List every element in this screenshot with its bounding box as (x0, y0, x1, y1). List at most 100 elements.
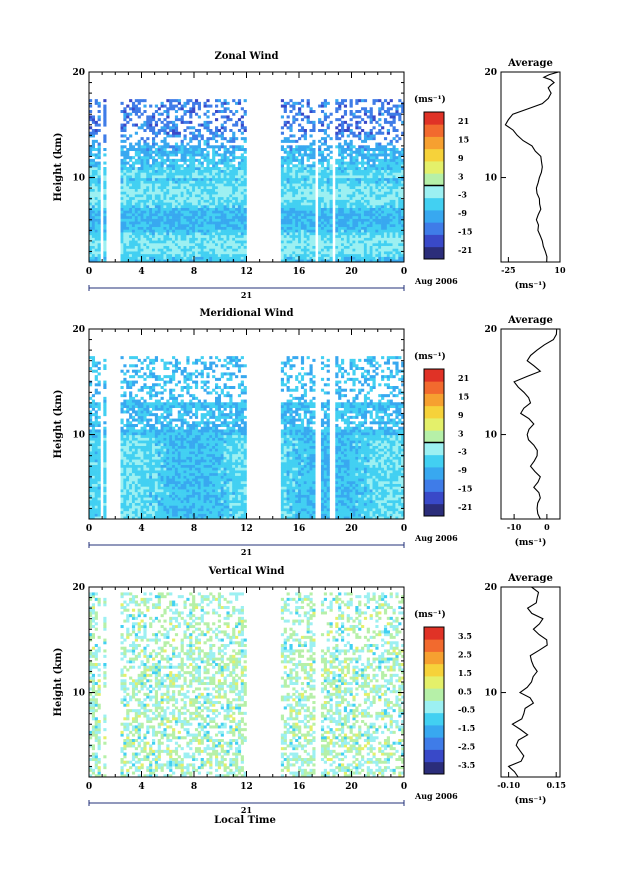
heatmap-cell (232, 186, 236, 190)
heatmap-cell (89, 145, 93, 149)
heatmap-cell (398, 188, 402, 192)
heatmap-cell (355, 232, 359, 236)
heatmap-cell (152, 237, 156, 241)
heatmap-cell (143, 259, 147, 263)
heatmap-cell (103, 386, 107, 390)
heatmap-cell (326, 234, 330, 238)
heatmap-cell (298, 107, 302, 111)
heatmap-cell (146, 253, 150, 257)
heatmap-cell (309, 245, 313, 249)
heatmap-cell (232, 183, 236, 187)
heatmap-cell (174, 234, 179, 238)
heatmap-cell (103, 229, 107, 233)
heatmap-cell (280, 164, 285, 168)
heatmap-cell (186, 213, 190, 217)
heatmap-cell (131, 429, 136, 433)
heatmap-cell (240, 175, 244, 179)
heatmap-cell (209, 186, 213, 190)
y-axis-label: Height (km) (53, 133, 64, 202)
heatmap-cell (229, 226, 233, 230)
heatmap-cell (91, 407, 96, 411)
heatmap-cell (194, 101, 199, 105)
heatmap-cell (346, 180, 350, 184)
heatmap-cell (97, 188, 101, 192)
heatmap-cell (137, 232, 141, 236)
heatmap-cell (126, 224, 130, 228)
heatmap-cell (194, 248, 199, 252)
heatmap-cell (120, 491, 124, 495)
heatmap-cell (329, 167, 333, 171)
heatmap-cell (280, 199, 285, 203)
heatmap-cell (366, 215, 370, 219)
heatmap-cell (212, 245, 216, 249)
heatmap-cell (341, 245, 345, 249)
heatmap-cell (166, 240, 170, 244)
heatmap-cell (200, 134, 204, 138)
heatmap-cell (343, 164, 348, 168)
heatmap-cell (343, 243, 348, 247)
heatmap-cell (129, 245, 133, 249)
heatmap-cell (361, 256, 365, 260)
heatmap-cell (349, 172, 353, 176)
heatmap-cell (137, 115, 141, 119)
heatmap-cell (283, 226, 287, 230)
heatmap-cell (177, 207, 181, 211)
heatmap-cell (341, 126, 345, 130)
heatmap-cell (200, 169, 204, 173)
heatmap-cell (157, 240, 161, 244)
heatmap-cell (306, 145, 310, 149)
heatmap-cell (312, 177, 316, 181)
heatmap-cell (280, 202, 285, 206)
heatmap-cell (103, 405, 107, 409)
heatmap-cell (209, 145, 213, 149)
heatmap-cell (129, 429, 133, 433)
heatmap-cell (103, 494, 107, 498)
heatmap-cell (180, 104, 184, 108)
heatmap-cell (126, 207, 130, 211)
heatmap-cell (392, 226, 396, 230)
heatmap-cell (97, 229, 101, 233)
heatmap-cell (349, 194, 353, 198)
heatmap-cell (220, 169, 224, 173)
heatmap-cell (129, 491, 133, 495)
heatmap-cell (338, 172, 342, 176)
heatmap-cell (126, 137, 130, 141)
heatmap-cell (189, 110, 193, 114)
heatmap-cell (97, 472, 101, 476)
heatmap-cell (215, 207, 219, 211)
heatmap-cell (212, 180, 216, 184)
heatmap-cell (386, 251, 390, 255)
heatmap-cell (243, 224, 247, 228)
heatmap-cell (91, 196, 96, 200)
heatmap-cell (160, 224, 164, 228)
heatmap-cell (174, 194, 179, 198)
heatmap-cell (280, 194, 285, 198)
heatmap-cell (243, 175, 247, 179)
heatmap-cell (289, 215, 293, 219)
heatmap-cell (174, 142, 179, 146)
heatmap-cell (346, 177, 350, 181)
heatmap-cell (383, 186, 388, 190)
heatmap-cell (91, 513, 96, 517)
heatmap-cell (375, 156, 379, 160)
heatmap-cell (169, 243, 173, 247)
heatmap-cell (352, 229, 356, 233)
heatmap-cell (94, 462, 98, 466)
heatmap-cell (363, 110, 368, 114)
heatmap-cell (329, 243, 333, 247)
heatmap-cell (163, 150, 167, 154)
heatmap-cell (349, 148, 353, 152)
heatmap-cell (398, 213, 402, 217)
heatmap-cell (320, 142, 325, 146)
heatmap-cell (140, 150, 144, 154)
heatmap-cell (123, 202, 127, 206)
heatmap-cell (189, 218, 193, 222)
heatmap-cell (338, 207, 342, 211)
heatmap-cell (206, 167, 210, 171)
heatmap-cell (192, 177, 196, 181)
heatmap-cell (300, 240, 305, 244)
heatmap-cell (341, 196, 345, 200)
heatmap-cell (381, 196, 385, 200)
heatmap-cell (289, 150, 293, 154)
heatmap-cell (123, 405, 127, 409)
